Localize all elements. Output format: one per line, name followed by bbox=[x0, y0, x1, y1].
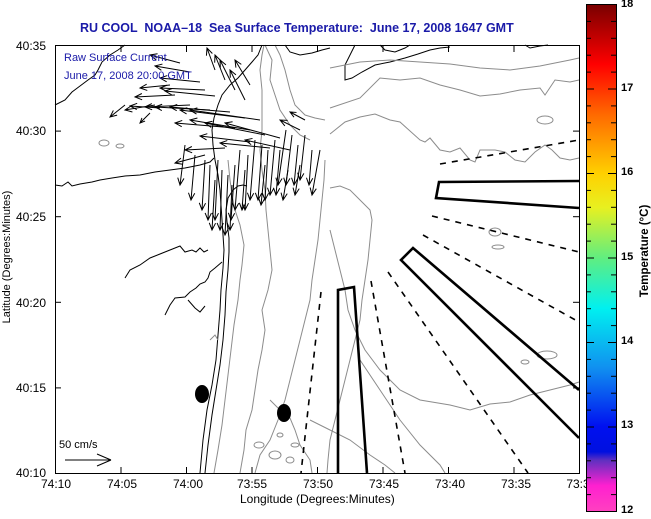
current-vector-arrow bbox=[198, 159, 207, 212]
current-vector-arrow bbox=[221, 174, 229, 237]
x-tick-label: 73:45 bbox=[368, 477, 400, 491]
colorbar-tick-label: 18 bbox=[621, 0, 634, 10]
colorbar-tick-label: 14 bbox=[621, 335, 634, 347]
current-vector-arrow bbox=[246, 139, 256, 202]
current-vector-arrow bbox=[148, 53, 181, 64]
dashed-radial-lines bbox=[300, 139, 580, 474]
current-vector-arrow bbox=[143, 103, 191, 111]
surface-current-vectors bbox=[109, 46, 321, 237]
current-vector-arrow bbox=[309, 149, 321, 197]
current-vector-arrow bbox=[275, 129, 287, 187]
colorbar-label: Temperature (°C) bbox=[639, 204, 651, 298]
buoy-marker[interactable] bbox=[195, 385, 209, 403]
current-vector-arrow bbox=[291, 144, 299, 187]
current-vector-arrow bbox=[188, 154, 196, 202]
y-tick-label: 40:10 bbox=[15, 466, 46, 480]
current-vector-arrow bbox=[219, 58, 236, 91]
current-vector-arrow bbox=[163, 88, 216, 97]
y-tick-label: 40:15 bbox=[15, 381, 46, 395]
y-tick-label: 40:35 bbox=[15, 39, 46, 53]
current-vector-arrow bbox=[177, 144, 186, 187]
current-vector-arrow bbox=[226, 184, 234, 232]
current-vector-arrow bbox=[278, 119, 301, 131]
current-vector-arrow bbox=[203, 120, 266, 136]
current-vector-arrow bbox=[158, 75, 201, 83]
current-vector-arrow bbox=[261, 149, 270, 202]
current-vector-arrow bbox=[273, 149, 281, 197]
current-vector-arrow bbox=[109, 104, 126, 118]
current-vector-arrow bbox=[231, 149, 241, 212]
instrument-beam-boxes bbox=[336, 179, 580, 474]
vector-time-label: June 17, 2008 20:00 GMT bbox=[64, 70, 192, 82]
current-vector-arrow bbox=[280, 169, 289, 202]
current-vector-arrow bbox=[288, 111, 306, 121]
colorbar-tick-label: 12 bbox=[621, 504, 634, 516]
x-tick-label: 74:10 bbox=[40, 477, 72, 491]
current-vector-arrow bbox=[153, 63, 191, 73]
current-vector-arrow bbox=[223, 121, 281, 139]
colorbar-tick-label: 17 bbox=[621, 82, 634, 94]
current-vector-arrow bbox=[241, 154, 249, 212]
x-tick-label: 73:55 bbox=[236, 477, 268, 491]
current-vector-arrow bbox=[173, 154, 206, 165]
colorbar-tick-label: 13 bbox=[621, 419, 634, 431]
buoys bbox=[195, 385, 291, 422]
colorbar-tick-label: 15 bbox=[621, 251, 634, 263]
scale-arrow bbox=[65, 453, 112, 467]
current-vector-arrow bbox=[133, 93, 176, 101]
current-vector-arrow bbox=[216, 169, 224, 232]
current-vector-arrow bbox=[168, 103, 231, 113]
current-vector-arrow bbox=[204, 164, 212, 222]
current-vector-arrow bbox=[188, 107, 261, 121]
buoy-marker[interactable] bbox=[277, 404, 291, 422]
y-axis-label: Latitude (Degrees:Minutes) bbox=[1, 190, 13, 324]
current-vector-arrow bbox=[258, 164, 266, 207]
chart-title: RU COOL NOAA–18 Sea Surface Temperature:… bbox=[80, 21, 514, 35]
current-vector-arrow bbox=[243, 137, 291, 151]
axis-ticks bbox=[55, 45, 580, 474]
x-tick-label: 73:40 bbox=[434, 477, 466, 491]
current-vector-arrow bbox=[227, 164, 236, 222]
current-vector-arrow bbox=[138, 83, 171, 91]
current-vector-arrow bbox=[234, 58, 251, 86]
current-vector-arrow bbox=[183, 146, 226, 154]
x-tick-label: 73:35 bbox=[500, 477, 532, 491]
colorbar-tick-label: 16 bbox=[621, 166, 634, 178]
current-vector-arrow bbox=[305, 149, 314, 187]
y-tick-label: 40:30 bbox=[15, 124, 46, 138]
x-tick-label: 74:05 bbox=[106, 477, 138, 491]
bathymetry-contours bbox=[98, 44, 580, 474]
current-vector-arrow bbox=[208, 179, 217, 232]
current-vector-arrow bbox=[205, 46, 216, 71]
scale-arrow-label: 50 cm/s bbox=[59, 439, 98, 451]
current-vector-arrow bbox=[254, 144, 263, 202]
y-tick-label: 40:25 bbox=[15, 210, 46, 224]
current-vector-arrow bbox=[238, 169, 247, 212]
current-vector-arrow bbox=[229, 68, 246, 101]
current-vector-arrow bbox=[123, 104, 156, 113]
current-vector-arrow bbox=[158, 84, 206, 92]
x-tick-label: 73:3 bbox=[566, 477, 590, 491]
current-vector-arrow bbox=[198, 133, 251, 143]
current-vector-arrow bbox=[188, 117, 251, 131]
x-tick-label: 73:50 bbox=[302, 477, 334, 491]
colorbar-ticks bbox=[586, 4, 617, 512]
x-axis-label: Longitude (Degrees:Minutes) bbox=[240, 492, 395, 506]
current-vector-arrow bbox=[292, 164, 301, 197]
x-tick-label: 74:00 bbox=[172, 477, 204, 491]
current-vector-arrow bbox=[283, 134, 293, 187]
plot-frame bbox=[55, 45, 580, 474]
y-tick-label: 40:20 bbox=[15, 296, 46, 310]
vector-source-label: Raw Surface Current bbox=[64, 52, 167, 64]
current-vector-arrow bbox=[267, 139, 276, 197]
current-vector-arrow bbox=[139, 112, 151, 124]
